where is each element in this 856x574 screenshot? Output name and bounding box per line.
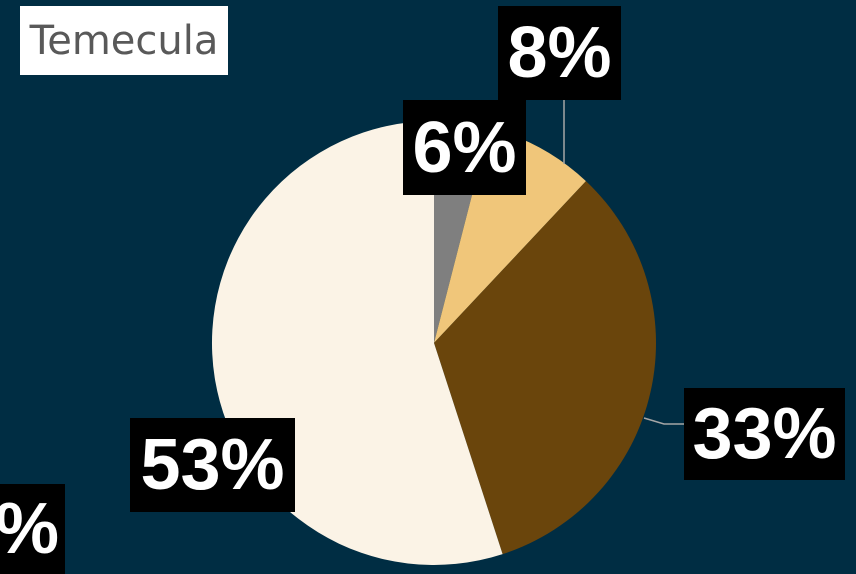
chart-title-box: Temecula bbox=[20, 6, 228, 75]
leader-line-33 bbox=[643, 417, 684, 425]
data-label-53: 53% bbox=[130, 418, 295, 512]
pie-slice-8pct bbox=[434, 127, 586, 343]
chart-title: Temecula bbox=[29, 17, 219, 64]
data-label-8: 8% bbox=[498, 6, 621, 100]
data-label-33: 33% bbox=[684, 388, 845, 480]
pie-slice-33pct bbox=[434, 181, 656, 555]
data-label-clipped: % bbox=[0, 484, 65, 574]
leader-lines bbox=[563, 100, 684, 425]
data-label-6: 6% bbox=[403, 100, 526, 195]
